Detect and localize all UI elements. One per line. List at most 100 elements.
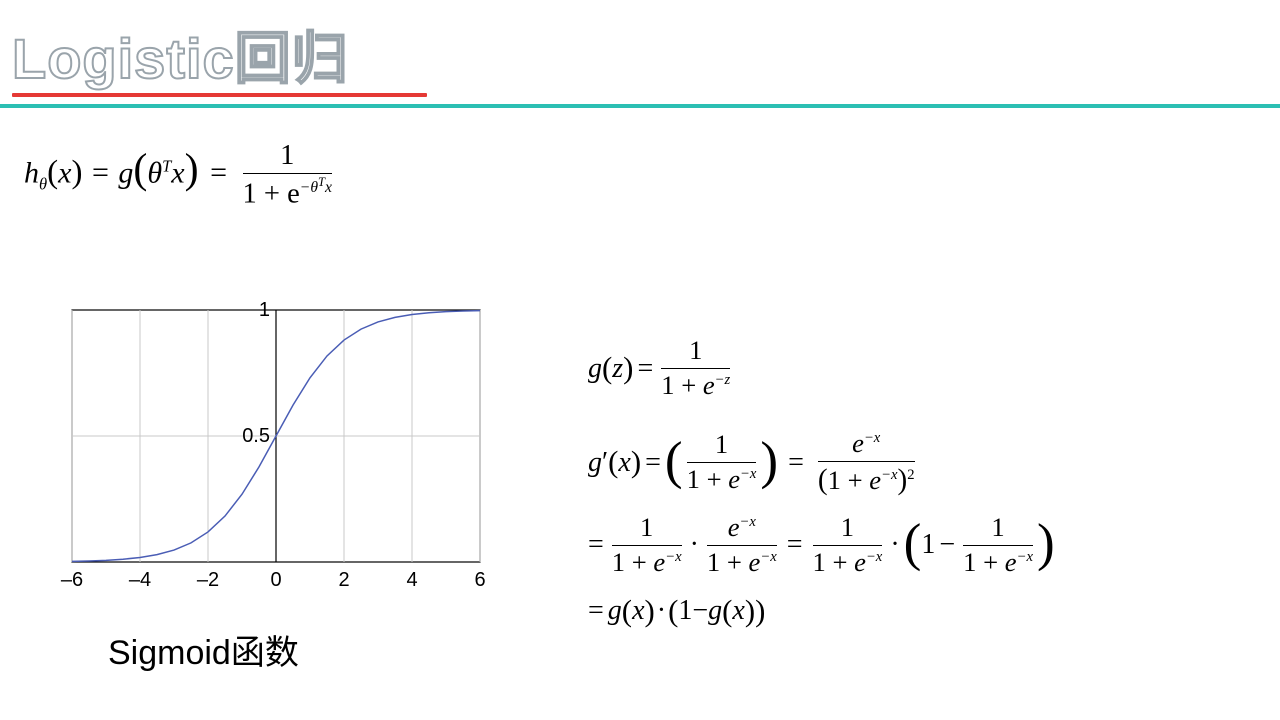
n: 1	[612, 512, 682, 546]
eq-den: 1 + e−θTx	[243, 174, 332, 211]
rparen: )	[71, 154, 82, 190]
den-base: 1 + e	[243, 179, 300, 210]
n: 1	[963, 512, 1033, 546]
min: −	[939, 528, 955, 562]
eq-T: T	[162, 156, 171, 175]
ex: −x	[864, 430, 880, 446]
ex: −x	[740, 514, 756, 530]
lp3: (	[722, 593, 732, 630]
t: g	[588, 352, 602, 386]
one: 1	[921, 528, 935, 562]
rp: )	[897, 464, 907, 496]
n: e−x	[707, 512, 777, 546]
svg-text:0.5: 0.5	[242, 425, 270, 447]
eq2: =	[787, 528, 803, 562]
rp: )	[623, 350, 633, 387]
dot: ·	[690, 528, 699, 562]
e: e	[869, 465, 881, 495]
eq-gz: g(z) = 1 1 + e−z	[588, 335, 1055, 402]
eq-theta: θ	[147, 156, 162, 189]
one: 1	[678, 594, 692, 628]
d1: 1	[687, 464, 700, 494]
eq-frac: 1 1 + e−θTx	[243, 140, 332, 211]
d: 1 + e−x	[963, 546, 1033, 579]
exp1: −θ	[300, 179, 318, 196]
ex: −x	[881, 467, 897, 483]
f3: 1 1 + e−x	[813, 512, 883, 579]
d1: 1	[813, 547, 826, 577]
ex: −x	[1017, 549, 1033, 565]
sigmoid-equations: g(z) = 1 1 + e−z g′(x) = ( 1 1 + e−x ) =…	[588, 335, 1055, 644]
frac: 1 1 + e−z	[661, 335, 730, 402]
e: e	[728, 464, 740, 494]
g: g	[608, 594, 622, 628]
g2: g	[708, 594, 722, 628]
f2: e−x (1 + e−x)2	[818, 428, 915, 498]
horizontal-divider	[0, 104, 1280, 108]
e: e	[728, 512, 740, 542]
svg-text:–4: –4	[129, 569, 151, 591]
sigmoid-svg: –6–4–202460.51	[28, 300, 488, 600]
ex: −x	[740, 466, 756, 482]
brp: )	[1037, 511, 1055, 575]
d1: 1	[828, 465, 841, 495]
d: 1 + e−x	[707, 546, 777, 579]
eq-x: x	[171, 156, 184, 189]
svg-text:4: 4	[406, 569, 417, 591]
d: 1 + e−x	[813, 546, 883, 579]
rp: )	[631, 444, 641, 481]
pl: +	[848, 465, 863, 495]
svg-text:–6: –6	[61, 569, 83, 591]
eq-g: g	[118, 156, 133, 189]
exp-T: T	[318, 175, 325, 189]
rp2: )	[755, 593, 765, 630]
e: e	[852, 428, 864, 458]
t: z	[612, 352, 623, 386]
f4: 1 1 + e−x	[963, 512, 1033, 579]
d1: 1	[661, 370, 674, 400]
e: e	[749, 547, 761, 577]
eq2: =	[788, 446, 804, 480]
d: 1 + e−x	[687, 463, 757, 496]
e: e	[854, 547, 866, 577]
pl: +	[727, 547, 742, 577]
d1: 1	[963, 547, 976, 577]
eq: =	[588, 594, 604, 628]
d: 1 + e−z	[661, 369, 730, 402]
rparen-big: )	[185, 146, 199, 192]
hypothesis-equation: hθ(x) = g(θTx) = 1 1 + e−θTx	[24, 140, 336, 211]
n: 1	[687, 429, 757, 463]
lp: (	[818, 464, 828, 496]
slide-title: Logistic回归	[12, 14, 427, 95]
rp: )	[645, 593, 655, 630]
eq-gprime-1: g′(x) = ( 1 1 + e−x ) = e−x (1 + e−x)2	[588, 428, 1055, 498]
ex: −x	[760, 549, 776, 565]
slide-title-block: Logistic回归	[12, 14, 427, 97]
x: x	[618, 446, 630, 480]
eq-num: 1	[243, 140, 332, 174]
min: −	[692, 594, 708, 628]
lp: (	[622, 593, 632, 630]
eq: =	[637, 352, 653, 386]
pl: +	[832, 547, 847, 577]
eq-gprime-2: = 1 1 + e−x · e−x 1 + e−x = 1 1 + e−x · …	[588, 512, 1055, 579]
eq-gprime-3: = g(x) · (1 − g(x))	[588, 593, 1055, 630]
ex: −x	[866, 549, 882, 565]
svg-text:1: 1	[259, 300, 270, 321]
f: 1 1 + e−x	[687, 429, 757, 496]
d1: 1	[612, 547, 625, 577]
d: 1 + e−x	[612, 546, 682, 579]
svg-text:6: 6	[474, 569, 485, 591]
eq: =	[588, 528, 604, 562]
f2: e−x 1 + e−x	[707, 512, 777, 579]
e: e	[653, 547, 665, 577]
n: 1	[661, 335, 730, 369]
chart-caption: Sigmoid函数	[108, 625, 299, 674]
lp: (	[608, 444, 618, 481]
eq-sign2: =	[210, 156, 227, 189]
eq-arg: x	[58, 156, 71, 189]
d: (1 + e−x)2	[818, 462, 915, 498]
sq: 2	[907, 467, 914, 483]
svg-text:0: 0	[270, 569, 281, 591]
dot: ·	[657, 594, 666, 628]
